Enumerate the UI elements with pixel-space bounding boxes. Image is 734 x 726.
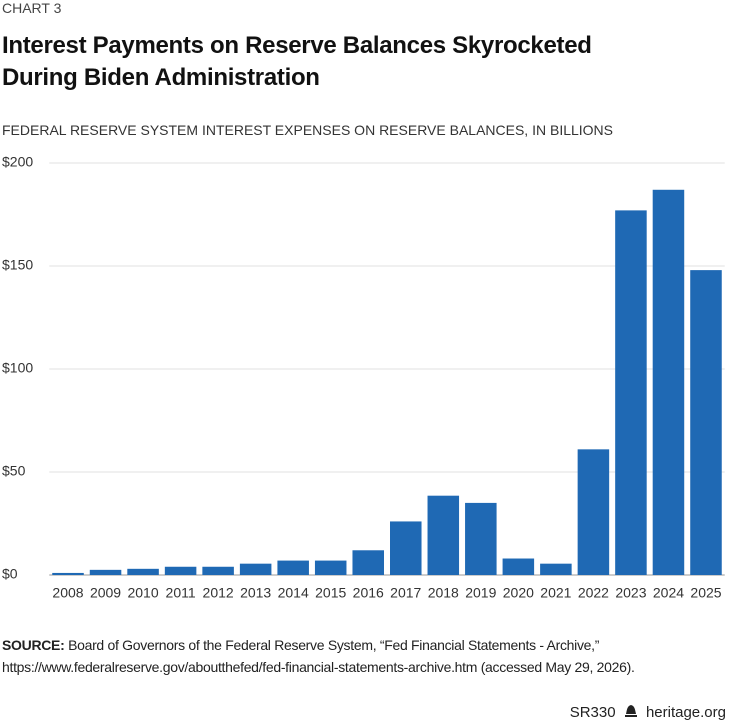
x-tick-label: 2015: [315, 585, 346, 601]
bar: [89, 569, 122, 575]
source: SOURCE: Board of Governors of the Federa…: [2, 634, 635, 678]
bar: [202, 566, 234, 575]
x-tick-label: 2025: [690, 585, 721, 601]
bar: [127, 568, 159, 575]
y-tick-label: $200: [2, 154, 33, 170]
x-tick-label: 2020: [503, 585, 534, 601]
bar: [239, 563, 272, 575]
y-tick-label: $50: [2, 463, 26, 479]
y-tick-label: $150: [2, 257, 33, 273]
footer: SR330 heritage.org: [570, 704, 726, 721]
source-line: SOURCE: Board of Governors of the Federa…: [2, 634, 635, 656]
x-tick-label: 2021: [540, 585, 571, 601]
source-text: Board of Governors of the Federal Reserv…: [68, 637, 600, 653]
bar: [502, 558, 535, 575]
x-tick-label: 2024: [653, 585, 684, 601]
source-label: SOURCE:: [2, 637, 65, 653]
x-tick-label: 2016: [353, 585, 384, 601]
x-tick-label: 2023: [615, 585, 646, 601]
x-tick-label: 2017: [390, 585, 421, 601]
chart-label: CHART 3: [2, 0, 62, 16]
x-tick-label: 2011: [166, 585, 196, 601]
y-tick-label: $100: [2, 360, 33, 376]
site: heritage.org: [645, 704, 726, 721]
x-tick-label: 2012: [203, 585, 234, 601]
bar: [652, 189, 685, 575]
bar: [690, 270, 722, 575]
source-line: https://www.federalreserve.gov/aboutthef…: [2, 659, 635, 675]
bar: [164, 566, 197, 575]
y-tick-label: $0: [2, 566, 18, 582]
x-tick-label: 2019: [465, 585, 496, 601]
x-tick-label: 2013: [240, 585, 271, 601]
bell-icon: [624, 705, 637, 717]
x-tick-label: 2009: [90, 585, 121, 601]
bar: [277, 560, 309, 575]
x-tick-label: 2008: [52, 585, 83, 601]
x-tick-label: 2022: [578, 585, 609, 601]
bar: [390, 521, 422, 575]
bar: [577, 449, 610, 575]
bar: [427, 495, 460, 575]
x-tick-label: 2014: [278, 585, 309, 601]
report-id: SR330: [569, 704, 616, 721]
chart-subtitle: FEDERAL RESERVE SYSTEM INTEREST EXPENSES…: [2, 122, 614, 138]
chart-title: Interest Payments on Reserve Balances Sk…: [2, 32, 592, 91]
x-tick-label: 2018: [428, 585, 459, 601]
bar: [352, 550, 384, 575]
bar: [52, 572, 84, 575]
x-tick-label: 2010: [127, 585, 158, 601]
bar: [465, 502, 497, 575]
bar: [540, 563, 572, 575]
bar: [615, 210, 647, 575]
bar: [314, 560, 347, 575]
